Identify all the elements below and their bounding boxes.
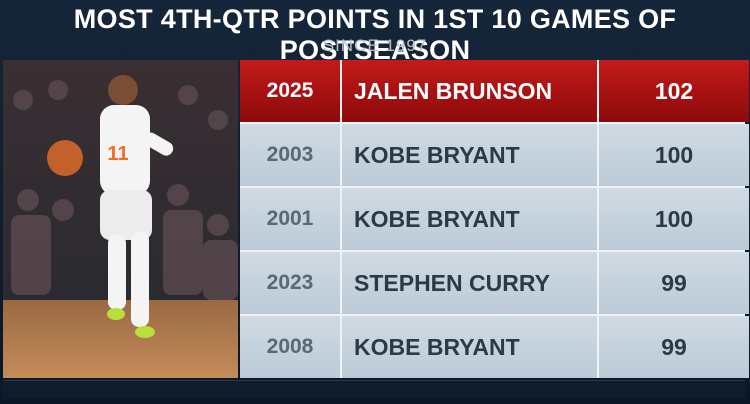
player-cell: STEPHEN CURRY [342,252,597,314]
leaderboard-table: 2025 JALEN BRUNSON 102 2003 KOBE BRYANT 100 20… [240,60,749,378]
points-cell: 99 [599,252,749,314]
year-cell: 2008 [240,316,340,378]
subtitle: SINCE 1997 [322,36,428,55]
footer-bar [3,380,745,399]
points-cell: 100 [599,188,749,250]
year-cell: 2001 [240,188,340,250]
title: MOST 4TH-QTR POINTS IN 1ST 10 GAMES OF P… [73,4,677,65]
player-cell: KOBE BRYANT [342,124,597,186]
year-cell: 2025 [240,60,340,122]
year-cell: 2003 [240,124,340,186]
player-cell: KOBE BRYANT [342,188,597,250]
points-cell: 99 [599,316,749,378]
points-cell: 102 [599,60,749,122]
player-cell: JALEN BRUNSON [342,60,597,122]
player-cell: KOBE BRYANT [342,316,597,378]
year-cell: 2023 [240,252,340,314]
points-cell: 100 [599,124,749,186]
player-photo: 11 [3,60,238,378]
svg-text:11: 11 [107,143,128,165]
